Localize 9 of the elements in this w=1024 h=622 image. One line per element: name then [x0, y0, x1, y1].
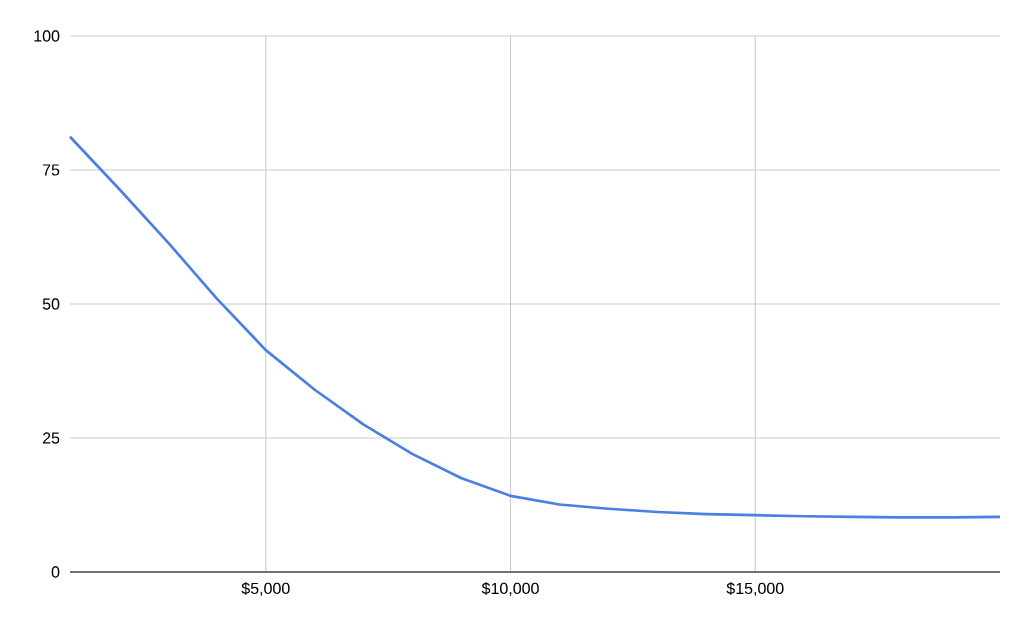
y-tick-label: 100	[34, 30, 60, 42]
x-tick-label: $5,000	[241, 582, 290, 596]
y-tick-label: 0	[51, 566, 60, 578]
y-tick-label: 25	[42, 432, 60, 444]
x-tick-label: $10,000	[481, 582, 539, 596]
y-tick-label: 75	[42, 164, 60, 176]
line-series	[68, 135, 1002, 519]
x-tick-label: $15,000	[726, 582, 784, 596]
y-tick-label: 50	[42, 298, 60, 310]
